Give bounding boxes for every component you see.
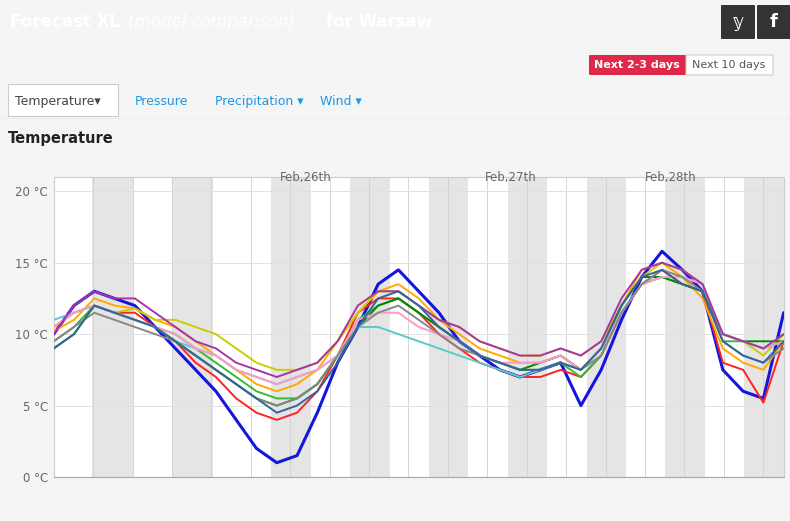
Text: Feb,28th: Feb,28th: [645, 171, 696, 184]
Bar: [429, 177, 468, 477]
Text: Wind ▾: Wind ▾: [320, 95, 362, 108]
Text: f: f: [770, 13, 778, 31]
Bar: [744, 177, 784, 477]
FancyBboxPatch shape: [721, 5, 755, 39]
Bar: [172, 177, 213, 477]
FancyBboxPatch shape: [686, 55, 773, 75]
Text: Temperature▾: Temperature▾: [15, 95, 100, 108]
Bar: [665, 177, 705, 477]
Text: (model comparison): (model comparison): [128, 13, 295, 31]
Text: Feb,27th: Feb,27th: [485, 171, 536, 184]
Bar: [92, 177, 133, 477]
FancyBboxPatch shape: [589, 55, 686, 75]
FancyBboxPatch shape: [8, 84, 118, 116]
Text: for Warsaw: for Warsaw: [320, 13, 432, 31]
Text: Feb,26th: Feb,26th: [280, 171, 332, 184]
Text: Forecast XL: Forecast XL: [10, 13, 131, 31]
Text: Next 2-3 days: Next 2-3 days: [594, 60, 680, 70]
Text: Next 10 days: Next 10 days: [692, 60, 766, 70]
Text: Precipitation ▾: Precipitation ▾: [215, 95, 303, 108]
Text: Temperature: Temperature: [8, 130, 114, 145]
Bar: [508, 177, 547, 477]
Text: 𝕪: 𝕪: [732, 13, 743, 31]
FancyBboxPatch shape: [757, 5, 790, 39]
Bar: [350, 177, 389, 477]
Bar: [271, 177, 310, 477]
Text: Pressure: Pressure: [135, 95, 188, 108]
Bar: [587, 177, 626, 477]
